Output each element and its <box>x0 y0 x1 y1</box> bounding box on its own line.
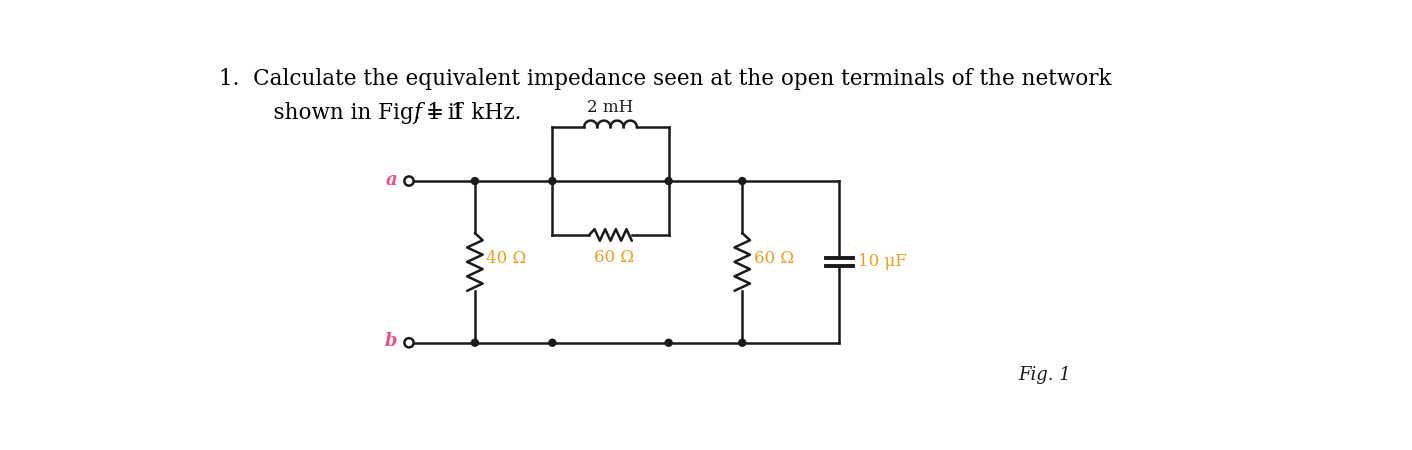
Text: a: a <box>385 171 397 189</box>
Circle shape <box>472 339 479 346</box>
Circle shape <box>665 178 672 184</box>
Text: Fig. 1: Fig. 1 <box>1018 365 1070 383</box>
Circle shape <box>738 339 746 346</box>
Text: f: f <box>414 102 422 124</box>
Text: 2 mH: 2 mH <box>587 99 634 117</box>
Text: 40 Ω: 40 Ω <box>487 250 527 266</box>
Circle shape <box>549 339 556 346</box>
Circle shape <box>472 178 479 184</box>
Text: = 1 kHz.: = 1 kHz. <box>426 102 521 124</box>
Text: 60 Ω: 60 Ω <box>754 250 794 266</box>
Circle shape <box>738 178 746 184</box>
Circle shape <box>404 176 414 186</box>
Circle shape <box>404 338 414 347</box>
Text: b: b <box>384 332 397 350</box>
Text: 10 μF: 10 μF <box>858 253 908 270</box>
Text: shown in Fig. 1 if: shown in Fig. 1 if <box>246 102 470 124</box>
Circle shape <box>549 178 556 184</box>
Circle shape <box>665 339 672 346</box>
Text: 1.  Calculate the equivalent impedance seen at the open terminals of the network: 1. Calculate the equivalent impedance se… <box>219 68 1111 90</box>
Text: 60 Ω: 60 Ω <box>594 249 634 266</box>
